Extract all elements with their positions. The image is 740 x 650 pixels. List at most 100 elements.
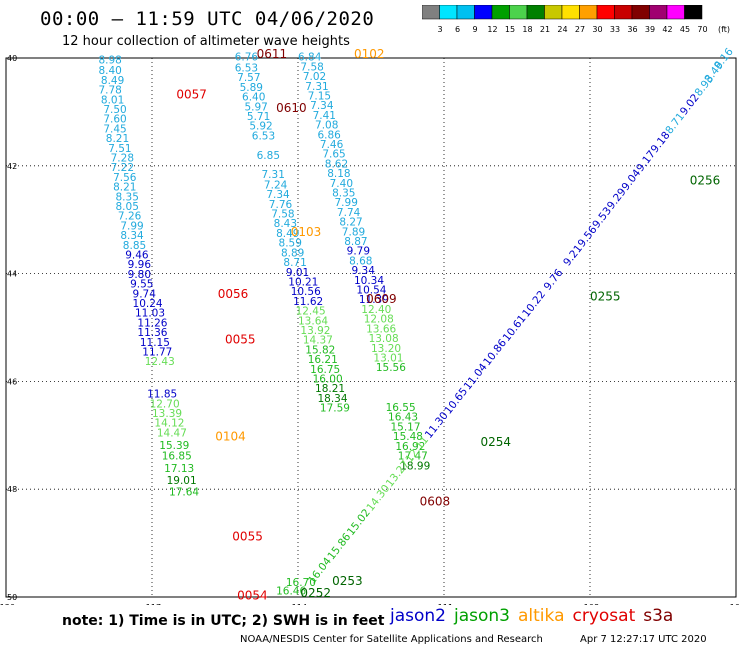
wave-height-label: 9.96 bbox=[128, 259, 152, 271]
y-tick-label: 46 bbox=[7, 377, 17, 386]
wave-height-label: 13.39 bbox=[152, 408, 182, 420]
wave-height-label: 7.50 bbox=[103, 104, 126, 116]
wave-height-label: 15.39 bbox=[159, 440, 189, 452]
wave-height-label: 8.68 bbox=[349, 255, 372, 267]
wave-height-label: 8.62 bbox=[325, 158, 348, 170]
x-tick-label: -105 bbox=[727, 603, 740, 605]
colorbar: 3 6 9 12 15 18 21 24 27 30 33 36 39 42 45 70 (ft) bbox=[422, 5, 730, 34]
wave-height-label: 11.03 bbox=[135, 308, 165, 320]
pass-time-label: 0611 bbox=[257, 47, 288, 61]
wave-height-label: 17.13 bbox=[164, 463, 194, 475]
colorbar-label: 18 bbox=[522, 25, 532, 34]
wave-height-label: 7.58 bbox=[300, 61, 323, 73]
wave-height-label: 8.21 bbox=[113, 182, 136, 194]
wave-height-label: 7.51 bbox=[108, 143, 131, 155]
wave-height-label: 13.01 bbox=[373, 352, 403, 364]
wave-height-label: 7.99 bbox=[120, 220, 143, 232]
wave-height-label: 9.34 bbox=[352, 265, 376, 277]
wave-height-label: 13.66 bbox=[366, 323, 396, 335]
generated-timestamp: Apr 7 12:27:17 UTC 2020 bbox=[580, 634, 707, 645]
x-tick-label: -117 bbox=[143, 603, 161, 605]
wave-height-label: 11.85 bbox=[147, 389, 177, 401]
wave-height-label: 16.21 bbox=[308, 354, 338, 366]
y-tick-label: 48 bbox=[7, 485, 17, 494]
wave-height-label: 7.57 bbox=[237, 72, 260, 84]
footnote: note: 1) Time is in UTC; 2) SWH is in fe… bbox=[62, 613, 385, 629]
wave-height-label: 6.86 bbox=[317, 129, 341, 141]
wave-height-label: 7.40 bbox=[330, 178, 353, 190]
wave-height-label: 8.59 bbox=[279, 238, 302, 250]
colorbar-label: 42 bbox=[662, 25, 672, 34]
pass-time-label: 0252 bbox=[300, 586, 331, 600]
wave-height-label: 18.21 bbox=[315, 383, 345, 395]
wave-height-label: 11.30 bbox=[423, 410, 451, 441]
y-tick-label: 42 bbox=[7, 162, 17, 171]
x-tick-label: -108 bbox=[581, 603, 599, 605]
wave-height-label: 8.35 bbox=[332, 188, 355, 200]
wave-height-label: 7.74 bbox=[337, 207, 361, 219]
page-title: 00:00 – 11:59 UTC 04/06/2020 bbox=[40, 8, 375, 30]
wave-height-label: 10.21 bbox=[288, 276, 318, 288]
wave-height-label: 11.77 bbox=[142, 347, 172, 359]
wave-height-label: 19.01 bbox=[167, 475, 197, 487]
wave-height-label: 7.56 bbox=[113, 172, 137, 184]
wave-height-label: 8.27 bbox=[339, 217, 362, 229]
wave-height-label: 7.76 bbox=[269, 199, 293, 211]
pass-time-label: 0253 bbox=[332, 574, 363, 588]
wave-height-label: 14.12 bbox=[154, 418, 184, 430]
pass-time-label: 0103 bbox=[291, 225, 322, 239]
wave-height-label: 8.40 bbox=[98, 65, 121, 77]
wave-height-label: 15.56 bbox=[376, 362, 406, 374]
colorbar-label: 33 bbox=[610, 25, 620, 34]
wave-height-label: 6.85 bbox=[257, 150, 280, 162]
wave-height-label: 16.75 bbox=[310, 364, 340, 376]
pass-time-label: 0054 bbox=[237, 589, 268, 603]
wave-height-label: 8.87 bbox=[344, 236, 367, 248]
wave-height-label: 7.89 bbox=[342, 226, 365, 238]
colorbar-label: 3 bbox=[437, 25, 442, 34]
colorbar-label: 27 bbox=[575, 25, 585, 34]
wave-height-label: 14.47 bbox=[157, 427, 187, 439]
wave-height-label: 11.36 bbox=[137, 327, 167, 339]
wave-height-label: 8.35 bbox=[116, 191, 139, 203]
wave-height-label: 9.55 bbox=[130, 279, 153, 291]
wave-height-label: 8.49 bbox=[276, 228, 299, 240]
wave-height-label: 15.17 bbox=[390, 421, 420, 433]
wave-height-label: 17.64 bbox=[169, 487, 199, 499]
pass-time-label: 0255 bbox=[590, 290, 621, 304]
wave-height-label: 15.86 bbox=[325, 531, 353, 562]
wave-height-label: 13.20 bbox=[371, 343, 401, 355]
wave-height-label: 7.34 bbox=[310, 100, 334, 112]
wave-height-label: 8.89 bbox=[281, 247, 304, 259]
wave-height-label: 16.46 bbox=[276, 585, 306, 597]
pass-time-label: 0256 bbox=[690, 174, 721, 188]
wave-height-label: 7.22 bbox=[111, 162, 134, 174]
wave-height-label: 7.08 bbox=[315, 120, 338, 132]
pass-time-label: 0056 bbox=[218, 287, 249, 301]
wave-height-label: 7.46 bbox=[320, 139, 344, 151]
wave-height-label: 15.02 bbox=[345, 507, 373, 538]
wave-height-label: 12.70 bbox=[150, 398, 180, 410]
colorbar-label: 24 bbox=[557, 25, 567, 34]
wave-height-label: 10.61 bbox=[501, 313, 529, 344]
y-tick-label: 40 bbox=[7, 54, 17, 63]
pass-time-label: 0055 bbox=[225, 333, 256, 347]
wave-height-label: 16.70 bbox=[286, 577, 316, 589]
colorbar-label: 70 bbox=[697, 25, 707, 34]
wave-height-label: 11.62 bbox=[293, 296, 323, 308]
pass-time-label: 0057 bbox=[176, 87, 207, 101]
wave-height-label: 10.34 bbox=[354, 275, 384, 287]
wave-height-label: 11.15 bbox=[140, 337, 170, 349]
wave-height-label: 10.54 bbox=[356, 285, 386, 297]
pass-time-label: 0055 bbox=[232, 529, 263, 543]
wave-height-label: 8.05 bbox=[116, 201, 139, 213]
wave-height-label: 8.21 bbox=[106, 133, 129, 145]
wave-height-label: 11.04 bbox=[462, 361, 490, 392]
y-tick-label: 44 bbox=[7, 270, 17, 279]
wave-height-label: 5.89 bbox=[240, 82, 263, 94]
wave-height-label: 12.08 bbox=[364, 314, 394, 326]
wave-height-label: 10.65 bbox=[442, 386, 470, 417]
wave-height-label: 8.85 bbox=[123, 240, 146, 252]
wave-height-label: 6.84 bbox=[298, 52, 322, 64]
wave-height-label: 10.24 bbox=[133, 298, 163, 310]
